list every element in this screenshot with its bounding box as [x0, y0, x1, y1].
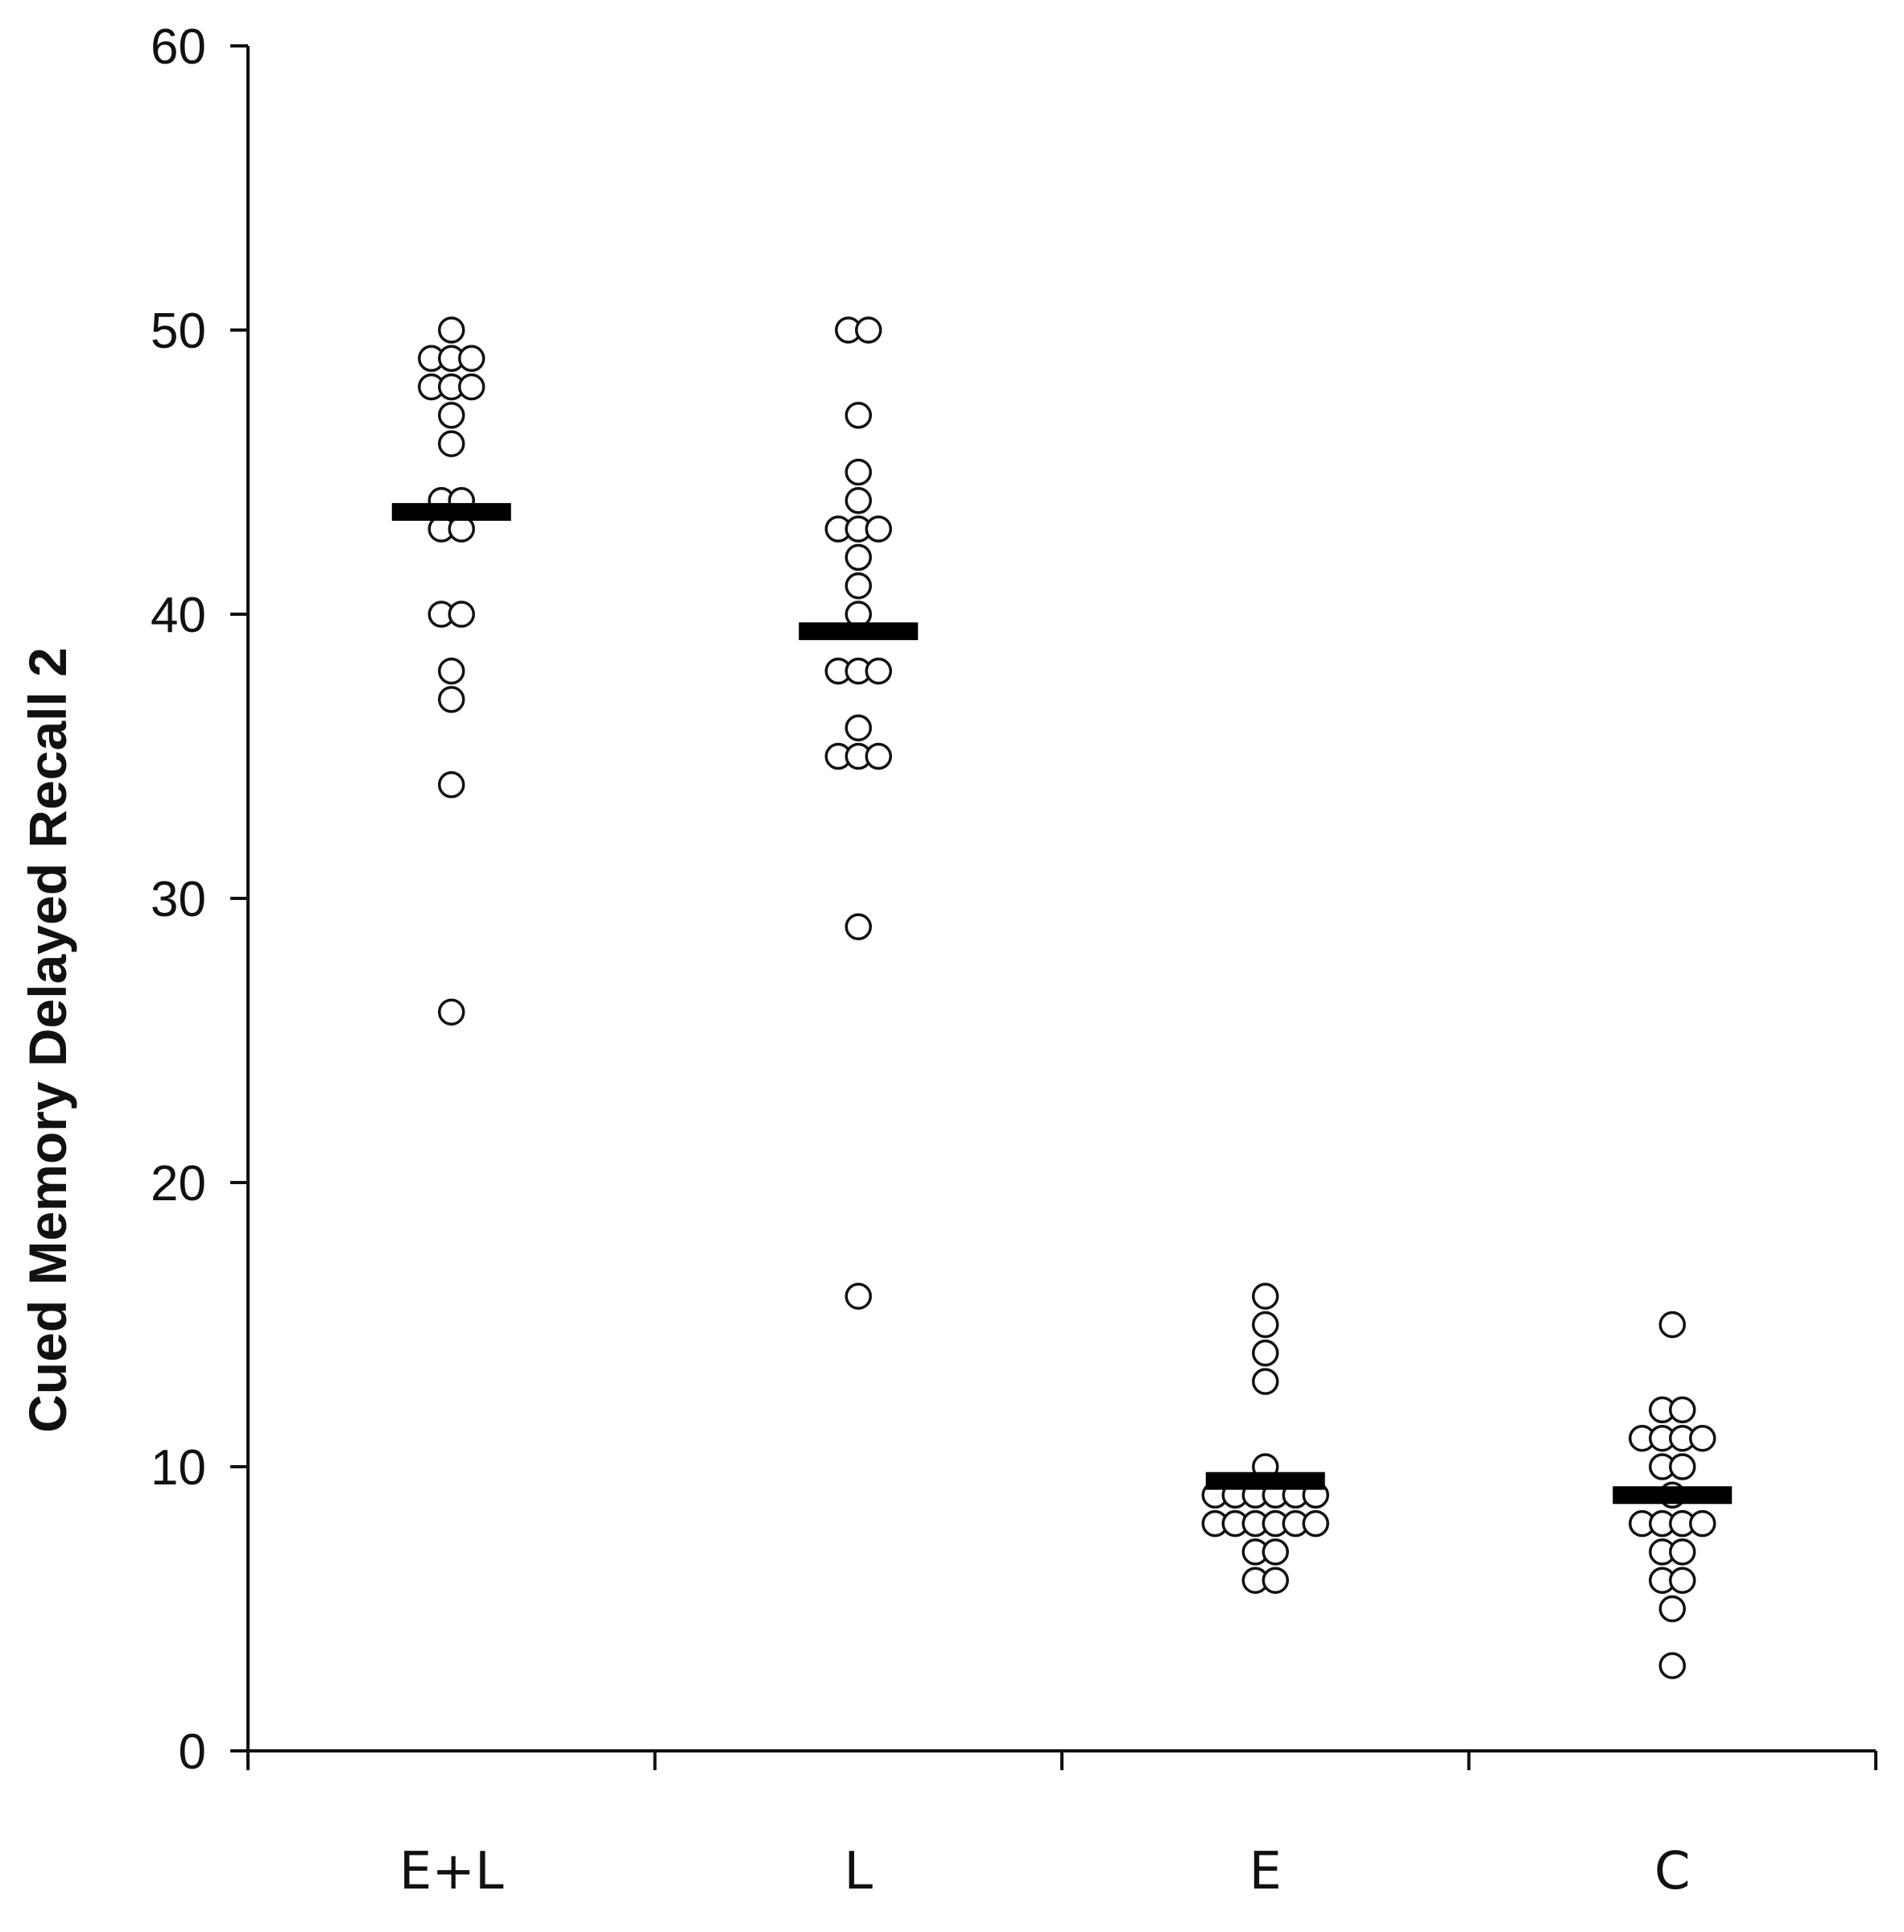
y-tick-label: 40 — [151, 588, 206, 643]
x-tick-label: E — [1249, 1842, 1282, 1901]
x-tick-label: L — [844, 1842, 873, 1901]
data-point — [1262, 1538, 1289, 1566]
data-point — [1252, 1282, 1279, 1310]
y-tick-label: 30 — [151, 872, 206, 927]
data-point — [845, 458, 872, 486]
data-point — [438, 402, 465, 429]
data-point — [1252, 1340, 1279, 1367]
x-tick-labels: E+L L E C — [399, 1842, 1691, 1901]
data-point — [865, 515, 892, 543]
y-tick-labels: 0 10 20 30 40 50 60 — [151, 19, 206, 1780]
y-tick-label: 60 — [151, 19, 206, 75]
data-point — [845, 714, 872, 741]
data-point — [845, 1282, 872, 1310]
data-point — [865, 657, 892, 685]
y-tick-label: 50 — [151, 303, 206, 359]
data-point — [845, 543, 872, 572]
data-point — [1252, 1368, 1279, 1395]
mean-bar — [1613, 1486, 1733, 1505]
mean-bar — [1205, 1472, 1325, 1490]
mean-bars — [391, 502, 1733, 1505]
y-tick-label: 20 — [151, 1156, 206, 1212]
data-point — [448, 601, 475, 628]
data-point — [845, 487, 872, 514]
data-point — [1302, 1509, 1329, 1538]
data-point — [1658, 1652, 1686, 1679]
data-point — [1262, 1567, 1289, 1594]
mean-bar — [391, 502, 511, 521]
data-point — [438, 998, 465, 1026]
y-tick-label: 10 — [151, 1440, 206, 1496]
axes — [230, 44, 1877, 1770]
x-tick-label: C — [1654, 1842, 1691, 1901]
data-point — [458, 345, 485, 373]
data-point — [1658, 1311, 1686, 1339]
data-point — [1252, 1311, 1279, 1339]
data-point — [855, 316, 882, 344]
data-point — [438, 686, 465, 713]
data-point — [1669, 1567, 1696, 1594]
y-axis-title: Cued Memory Delayed Recall 2 — [18, 647, 77, 1433]
data-point — [1669, 1396, 1696, 1424]
data-point — [438, 771, 465, 799]
y-tick-label: 0 — [179, 1724, 206, 1780]
data-point — [438, 657, 465, 685]
data-point — [845, 402, 872, 429]
mean-bar — [799, 622, 919, 641]
data-point — [458, 373, 485, 401]
data-point — [845, 913, 872, 941]
data-point — [1689, 1424, 1716, 1452]
data-point — [1658, 1595, 1686, 1623]
x-tick-label: E+L — [399, 1842, 504, 1901]
data-points — [418, 316, 1716, 1679]
data-point — [845, 572, 872, 600]
data-point — [1689, 1509, 1716, 1538]
data-point — [865, 742, 892, 770]
data-point — [438, 316, 465, 344]
data-point — [438, 430, 465, 457]
data-point — [1669, 1538, 1696, 1566]
data-point — [1669, 1453, 1696, 1480]
